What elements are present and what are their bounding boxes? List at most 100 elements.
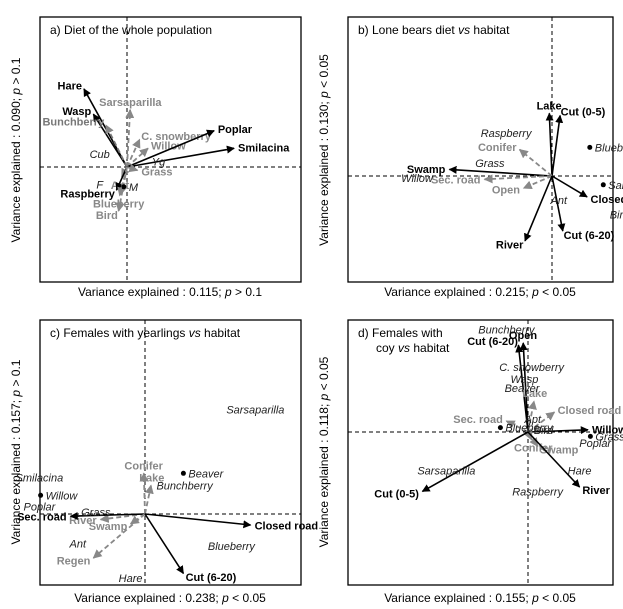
arrow-label: Closed road: [558, 405, 622, 417]
arrow-smilacina: [126, 145, 235, 168]
point-hare: Hare: [568, 466, 592, 478]
arrow-conifer: [139, 472, 149, 515]
arrow-open: [519, 342, 529, 433]
arrow-label: Swamp: [407, 164, 446, 176]
point-bunchberry: Bunchberry: [156, 480, 214, 492]
arrow-label: Closed road: [591, 194, 623, 206]
point-grass: Grass: [595, 431, 623, 443]
panel-title-line2: coy vs habitat: [376, 341, 450, 355]
panel-title: c) Females with yearlings vs habitat: [50, 326, 241, 340]
panel-c: c) Females with yearlings vs habitat Vari…: [9, 319, 319, 605]
arrow-sec-road: [505, 420, 529, 433]
point-bird: Bird: [610, 210, 623, 222]
panel-frame: [39, 16, 302, 283]
point-blueberry: Blueberry: [505, 423, 554, 435]
point-bunchberry: Bunchberry: [478, 325, 536, 337]
point-wasp: Wasp: [510, 374, 538, 386]
point-yg: Yg: [152, 157, 166, 169]
arrow-label: Cut (6-20): [186, 572, 237, 584]
point-marker: [180, 470, 186, 476]
panel-frame: [347, 319, 614, 586]
point-marker: [497, 425, 503, 431]
panel-frame: [39, 319, 302, 586]
y-axis-label: Variance explained : 0.157; p > 0.1: [9, 359, 23, 544]
arrow-label: River: [496, 240, 524, 252]
x-axis-label: Variance explained : 0.238; p < 0.05: [74, 591, 266, 605]
arrow-open: [522, 175, 553, 190]
arrow-regen: [92, 513, 146, 559]
y-axis-label: Variance explained : 0.090; p > 0.1: [9, 57, 23, 242]
arrow-lake: [545, 112, 554, 177]
arrow-sarsaparilla: [125, 108, 135, 168]
point-smilacina: Smilacina: [16, 473, 64, 485]
panel-title: a) Diet of the whole population: [50, 23, 212, 37]
arrow-cut-6-20-: [515, 344, 529, 433]
point-m: M: [129, 182, 139, 194]
arrow-wasp: [92, 113, 128, 168]
arrow-label: Bunchberry: [42, 117, 105, 129]
point-cub: Cub: [90, 149, 110, 161]
point-raspberry: Raspberry: [512, 486, 564, 498]
panel-a: a) Diet of the whole population Variance …: [9, 16, 302, 299]
arrow-label: Cut (0-5): [374, 488, 419, 500]
arrow-label: Conifer: [514, 443, 553, 455]
arrow-label: Regen: [57, 556, 91, 568]
point-marker: [600, 182, 606, 188]
arrow-label: Closed road: [255, 520, 319, 532]
arrow-label: Sec. road: [431, 174, 481, 186]
panel-frame: [347, 16, 614, 283]
arrow-label: Poplar: [218, 124, 253, 136]
point-c-snowberry: C. snowberry: [499, 362, 565, 374]
arrow-label: Sarsaparilla: [99, 97, 162, 109]
point-grass: Grass: [81, 507, 111, 519]
arrow-label: Smilacina: [238, 143, 290, 155]
arrow-sec-road: [483, 174, 553, 184]
arrow-willow: [527, 426, 589, 435]
arrow-closed-road: [551, 175, 588, 198]
arrow-label: Swamp: [540, 445, 579, 457]
arrow-label: Wasp: [62, 106, 91, 118]
point-hare: Hare: [119, 573, 143, 585]
arrow-label: Conifer: [124, 460, 163, 472]
arrow-label: Willow: [151, 141, 186, 153]
point-ant: Ant: [549, 195, 567, 207]
arrow-label: Lake: [139, 472, 164, 484]
point-poplar: Poplar: [24, 501, 57, 513]
y-axis-label: Variance explained : 0.130; p < 0.05: [317, 54, 331, 246]
panel-b: b) Lone bears diet vs habitat Variance ex…: [317, 16, 623, 299]
point-blueberry: Blueberry: [595, 142, 623, 154]
arrow-label: Open: [509, 330, 537, 342]
arrow-label: Cut (6-20): [467, 336, 518, 348]
arrow-label: Open: [492, 185, 520, 197]
arrow-label: Conifer: [478, 142, 517, 154]
x-axis-label: Variance explained : 0.155; p < 0.05: [384, 591, 576, 605]
point-f: F: [96, 180, 104, 192]
arrow-label: River: [582, 485, 610, 497]
arrow-swamp: [448, 165, 553, 177]
arrow-label: Cut (6-20): [564, 230, 615, 242]
arrow-label: Cut (0-5): [561, 107, 606, 119]
arrow-label: Bird: [96, 210, 118, 222]
point-sarsaparilla: Sarsaparilla: [226, 405, 284, 417]
arrow-label: Swamp: [89, 521, 128, 533]
arrow-cut-0-5-: [421, 431, 529, 493]
arrow-c-snowberry: [126, 138, 141, 168]
arrow-hare: [83, 88, 128, 168]
arrow-river: [527, 431, 581, 488]
point-beaver: Beaver: [505, 383, 541, 395]
point-beaver: Beaver: [188, 468, 224, 480]
y-axis-label: Variance explained : 0.118; p < 0.05: [317, 356, 331, 547]
arrow-cut-6-20-: [551, 175, 566, 232]
arrow-label: Sec. road: [17, 511, 67, 523]
arrow-label: Hare: [58, 80, 82, 92]
point-poplar: Poplar: [579, 438, 612, 450]
arrow-grass: [126, 163, 139, 173]
arrow-label: Lake: [537, 100, 562, 112]
point-ant: Ant: [69, 539, 87, 551]
point-willow: Willow: [46, 490, 79, 502]
arrow-cut-0-5-: [551, 114, 564, 177]
arrow-label: Raspberry: [60, 189, 115, 201]
panel-title: d) Females with: [358, 326, 443, 340]
